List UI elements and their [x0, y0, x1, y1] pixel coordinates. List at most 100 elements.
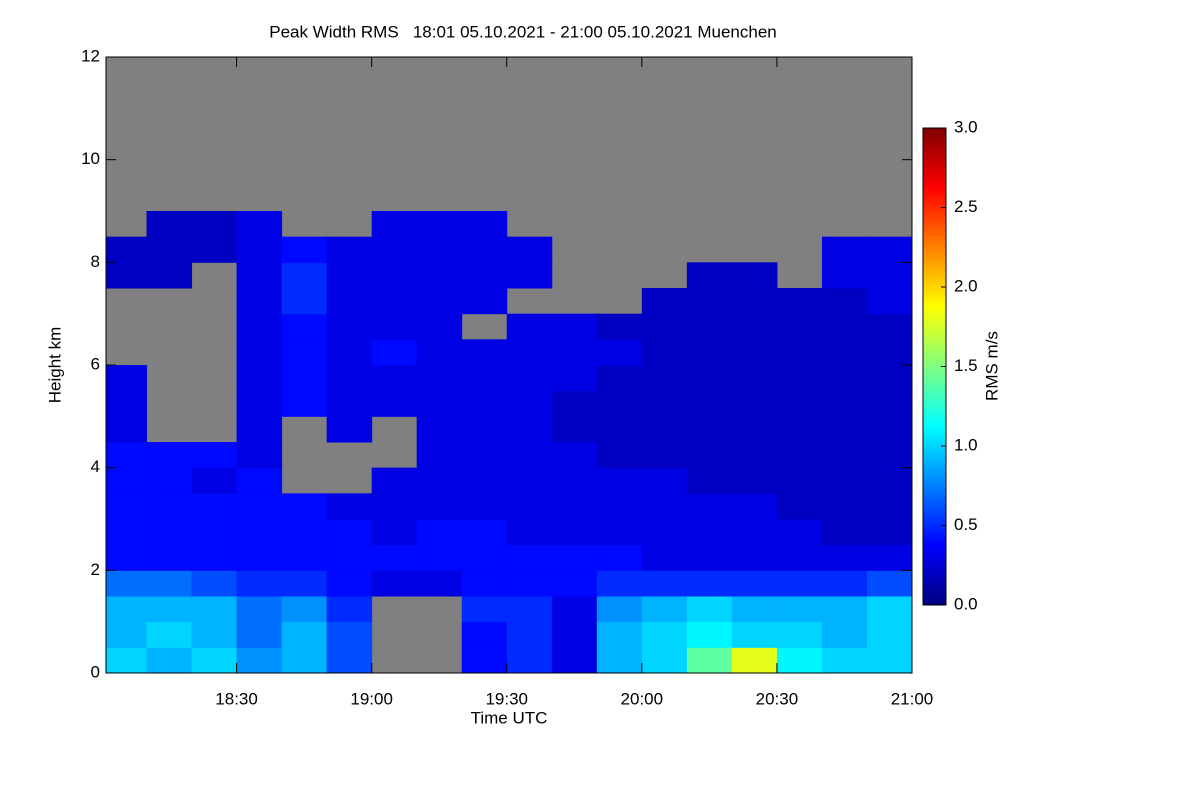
heatmap-cell — [506, 365, 553, 392]
heatmap-cell — [641, 339, 688, 366]
heatmap-cell — [461, 236, 508, 263]
y-tick-label: 4 — [91, 457, 100, 476]
heatmap-cell — [106, 416, 148, 443]
heatmap-cell — [106, 365, 148, 392]
x-axis-label: Time UTC — [471, 708, 548, 727]
heatmap-cell — [236, 211, 283, 238]
heatmap-cell — [236, 544, 283, 571]
heatmap-cell — [371, 339, 418, 366]
heatmap-cell — [866, 390, 913, 417]
heatmap-cell — [866, 467, 913, 494]
heatmap-cell — [821, 236, 868, 263]
heatmap-cell — [461, 467, 508, 494]
heatmap-cell — [686, 467, 733, 494]
heatmap-cell — [731, 442, 778, 469]
heatmap-cell — [551, 467, 598, 494]
heatmap-cell — [731, 339, 778, 366]
heatmap-cell — [731, 313, 778, 340]
heatmap-cell — [866, 236, 913, 263]
heatmap-cell — [776, 519, 823, 546]
heatmap-cell — [866, 621, 913, 648]
heatmap-cell — [686, 288, 733, 315]
heatmap-cell — [866, 519, 913, 546]
heatmap-cell — [461, 570, 508, 597]
heatmap-cell — [686, 570, 733, 597]
colorbar-tick-label: 1.5 — [954, 356, 978, 375]
heatmap-cell — [106, 493, 148, 520]
heatmap-cell — [731, 365, 778, 392]
heatmap-cell — [281, 236, 328, 263]
heatmap-cell — [866, 313, 913, 340]
heatmap-cell — [281, 493, 328, 520]
heatmap-cell — [236, 519, 283, 546]
heatmap-cell — [641, 288, 688, 315]
heatmap-cell — [461, 390, 508, 417]
heatmap-cell — [461, 339, 508, 366]
x-tick-label: 20:30 — [756, 689, 799, 708]
heatmap-cell — [416, 288, 463, 315]
heatmap-cell — [506, 467, 553, 494]
heatmap-cell — [326, 544, 373, 571]
heatmap-cell — [821, 442, 868, 469]
heatmap-cell — [191, 493, 238, 520]
heatmap-cell — [866, 442, 913, 469]
heatmap-cell — [106, 467, 148, 494]
heatmap-cell — [281, 390, 328, 417]
heatmap-cell — [506, 262, 553, 289]
heatmap-cell — [551, 416, 598, 443]
heatmap-cell — [106, 570, 148, 597]
heatmap-cell — [371, 288, 418, 315]
heatmap-cell — [596, 621, 643, 648]
heatmap-cell — [686, 390, 733, 417]
heatmap-cell — [731, 544, 778, 571]
heatmap-cell — [146, 647, 193, 674]
heatmap-cell — [461, 621, 508, 648]
heatmap-cell — [506, 416, 553, 443]
heatmap-cell — [506, 236, 553, 263]
heatmap-cell — [776, 416, 823, 443]
heatmap-cell — [236, 493, 283, 520]
heatmap-cell — [146, 544, 193, 571]
heatmap-cell — [191, 596, 238, 623]
heatmap-cell — [821, 262, 868, 289]
heatmap-cell — [326, 288, 373, 315]
heatmap-cell — [821, 544, 868, 571]
heatmap-cell — [236, 313, 283, 340]
heatmap-cell — [281, 519, 328, 546]
heatmap-cell — [326, 339, 373, 366]
heatmap-cell — [776, 647, 823, 674]
heatmap-cell — [776, 596, 823, 623]
heatmap-cell — [641, 544, 688, 571]
heatmap-cell — [106, 390, 148, 417]
heatmap-cell — [326, 519, 373, 546]
heatmap-cell — [731, 416, 778, 443]
heatmap-cell — [191, 544, 238, 571]
heatmap-cell — [641, 442, 688, 469]
heatmap-cell — [281, 313, 328, 340]
heatmap-cell — [641, 519, 688, 546]
heatmap-cell — [106, 262, 148, 289]
heatmap-cell — [146, 519, 193, 546]
heatmap-cell — [106, 442, 148, 469]
heatmap-cell — [146, 621, 193, 648]
heatmap-cell — [776, 544, 823, 571]
heatmap-cell — [326, 236, 373, 263]
heatmap-cell — [866, 339, 913, 366]
heatmap-cell — [686, 544, 733, 571]
heatmap-cell — [731, 570, 778, 597]
y-tick-label: 10 — [81, 149, 100, 168]
colorbar-tick-label: 3.0 — [954, 117, 978, 136]
heatmap-cell — [416, 365, 463, 392]
heatmap-cell — [641, 621, 688, 648]
heatmap-cell — [866, 647, 913, 674]
heatmap-cell — [506, 313, 553, 340]
heatmap-cell — [776, 288, 823, 315]
heatmap-cell — [821, 288, 868, 315]
heatmap-cell — [551, 647, 598, 674]
heatmap-cell — [281, 365, 328, 392]
heatmap-cell — [686, 621, 733, 648]
heatmap-cell — [776, 621, 823, 648]
heatmap-cell — [641, 416, 688, 443]
y-tick-label: 8 — [91, 252, 100, 271]
heatmap-cell — [686, 442, 733, 469]
